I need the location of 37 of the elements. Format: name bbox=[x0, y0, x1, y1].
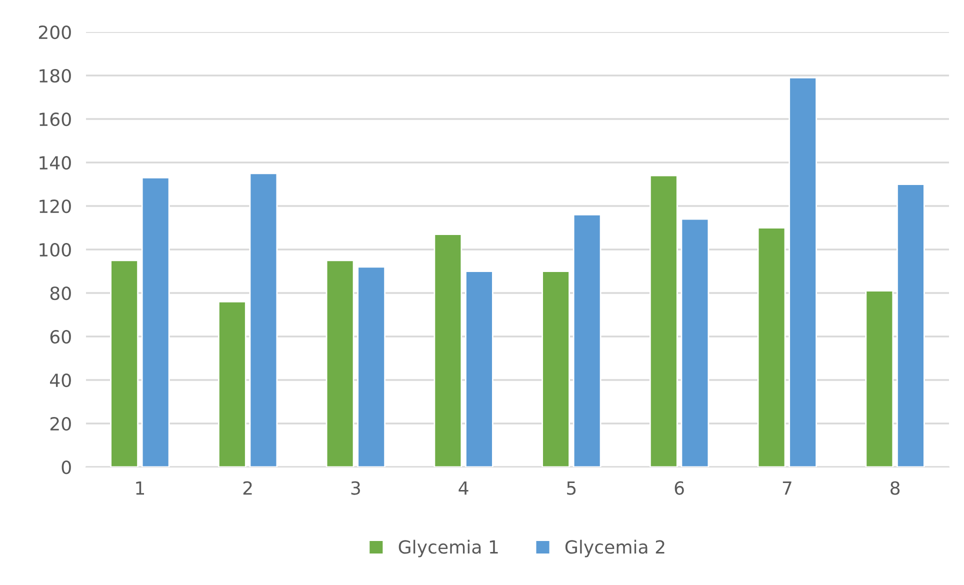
bar bbox=[865, 290, 894, 467]
y-tick-label: 80 bbox=[50, 286, 71, 300]
bar bbox=[141, 177, 170, 467]
bar bbox=[788, 76, 818, 467]
bar bbox=[572, 214, 602, 467]
bar bbox=[649, 174, 678, 467]
bar bbox=[110, 260, 138, 467]
legend-label: Glycemia 2 bbox=[565, 540, 664, 558]
y-tick-label: 20 bbox=[50, 416, 71, 431]
bar bbox=[542, 270, 570, 467]
bar bbox=[896, 184, 925, 467]
x-tick-label: 4 bbox=[458, 481, 468, 495]
bar bbox=[434, 234, 462, 467]
y-tick-label: 100 bbox=[40, 242, 71, 257]
x-tick-label: 1 bbox=[136, 481, 144, 495]
bar bbox=[680, 218, 710, 467]
bar bbox=[357, 266, 386, 467]
x-tick-label: 3 bbox=[351, 481, 360, 495]
y-tick-label: 140 bbox=[40, 156, 71, 170]
y-tick-label: 160 bbox=[40, 112, 71, 126]
y-tick-label: 120 bbox=[40, 199, 71, 214]
bar bbox=[465, 270, 494, 467]
y-tick-label: 40 bbox=[50, 373, 71, 388]
bar bbox=[218, 301, 246, 467]
legend-label: Glycemia 1 bbox=[398, 540, 498, 558]
x-tick-label: 2 bbox=[243, 481, 252, 495]
x-tick-label: 5 bbox=[567, 481, 576, 495]
x-tick-label: 8 bbox=[890, 481, 900, 495]
x-tick-label: 7 bbox=[782, 481, 792, 495]
y-tick-label: 0 bbox=[62, 460, 71, 474]
y-tick-label: 60 bbox=[50, 330, 71, 344]
bar bbox=[249, 172, 278, 467]
bar bbox=[757, 227, 786, 467]
bar bbox=[326, 260, 354, 467]
y-tick-label: 200 bbox=[38, 25, 71, 40]
y-tick-label: 180 bbox=[40, 68, 71, 83]
x-tick-label: 6 bbox=[674, 481, 684, 495]
